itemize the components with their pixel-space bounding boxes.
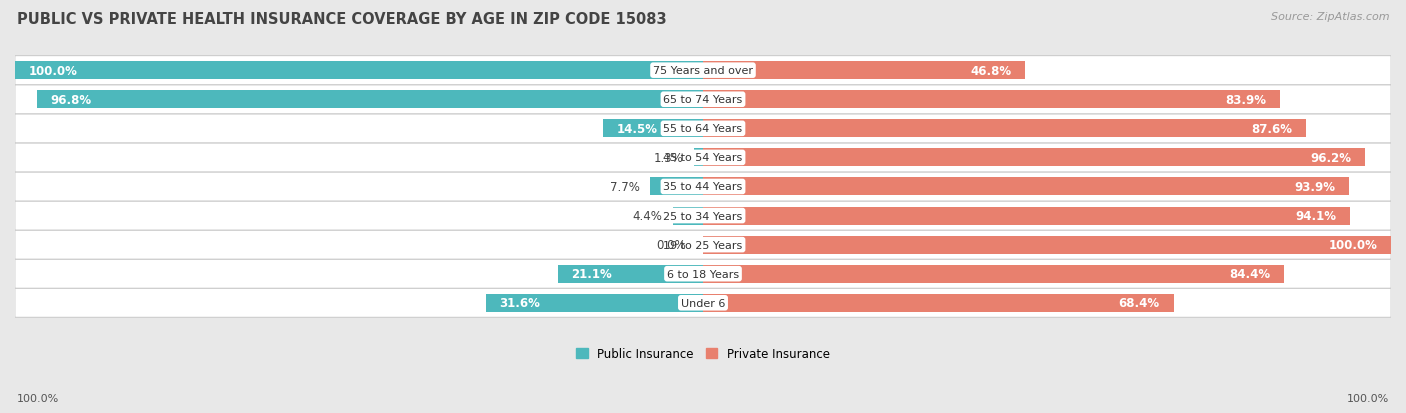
Bar xyxy=(695,149,703,167)
FancyBboxPatch shape xyxy=(15,85,1391,114)
Bar xyxy=(37,91,703,109)
Bar xyxy=(703,91,1281,109)
Text: 6 to 18 Years: 6 to 18 Years xyxy=(666,269,740,279)
Text: 46.8%: 46.8% xyxy=(970,64,1011,78)
Bar xyxy=(15,62,703,80)
Bar xyxy=(703,236,1391,254)
FancyBboxPatch shape xyxy=(15,230,1391,259)
Bar xyxy=(558,265,703,283)
Text: 100.0%: 100.0% xyxy=(28,64,77,78)
Text: 100.0%: 100.0% xyxy=(1329,239,1378,252)
Text: Source: ZipAtlas.com: Source: ZipAtlas.com xyxy=(1271,12,1389,22)
FancyBboxPatch shape xyxy=(15,114,1391,143)
FancyBboxPatch shape xyxy=(15,143,1391,173)
Bar xyxy=(485,294,703,312)
Text: 68.4%: 68.4% xyxy=(1119,297,1160,309)
Text: 0.0%: 0.0% xyxy=(657,239,686,252)
Bar xyxy=(603,120,703,138)
Text: 55 to 64 Years: 55 to 64 Years xyxy=(664,124,742,134)
Text: 21.1%: 21.1% xyxy=(572,268,613,280)
FancyBboxPatch shape xyxy=(15,173,1391,202)
Text: 96.8%: 96.8% xyxy=(51,93,91,107)
Text: 25 to 34 Years: 25 to 34 Years xyxy=(664,211,742,221)
Text: 87.6%: 87.6% xyxy=(1251,123,1292,135)
Text: 83.9%: 83.9% xyxy=(1226,93,1267,107)
Text: 4.4%: 4.4% xyxy=(633,209,662,223)
Bar xyxy=(650,178,703,196)
Text: 100.0%: 100.0% xyxy=(17,393,59,403)
Text: 7.7%: 7.7% xyxy=(610,180,640,194)
Text: 93.9%: 93.9% xyxy=(1295,180,1336,194)
Bar xyxy=(703,207,1350,225)
Text: 84.4%: 84.4% xyxy=(1229,268,1270,280)
Text: Under 6: Under 6 xyxy=(681,298,725,308)
Text: 1.3%: 1.3% xyxy=(654,152,683,164)
Text: 31.6%: 31.6% xyxy=(499,297,540,309)
Bar xyxy=(703,149,1365,167)
Text: 65 to 74 Years: 65 to 74 Years xyxy=(664,95,742,105)
Bar xyxy=(703,62,1025,80)
Text: PUBLIC VS PRIVATE HEALTH INSURANCE COVERAGE BY AGE IN ZIP CODE 15083: PUBLIC VS PRIVATE HEALTH INSURANCE COVER… xyxy=(17,12,666,27)
Text: 100.0%: 100.0% xyxy=(1347,393,1389,403)
Text: 35 to 44 Years: 35 to 44 Years xyxy=(664,182,742,192)
FancyBboxPatch shape xyxy=(15,202,1391,230)
Bar xyxy=(672,207,703,225)
Text: 19 to 25 Years: 19 to 25 Years xyxy=(664,240,742,250)
FancyBboxPatch shape xyxy=(15,289,1391,318)
Bar xyxy=(703,178,1348,196)
FancyBboxPatch shape xyxy=(15,259,1391,289)
Text: 14.5%: 14.5% xyxy=(617,123,658,135)
FancyBboxPatch shape xyxy=(15,57,1391,85)
Legend: Public Insurance, Private Insurance: Public Insurance, Private Insurance xyxy=(571,342,835,365)
Bar xyxy=(703,120,1306,138)
Bar xyxy=(703,294,1174,312)
Text: 94.1%: 94.1% xyxy=(1296,209,1337,223)
Text: 45 to 54 Years: 45 to 54 Years xyxy=(664,153,742,163)
Text: 96.2%: 96.2% xyxy=(1310,152,1351,164)
Bar xyxy=(703,265,1284,283)
Text: 75 Years and over: 75 Years and over xyxy=(652,66,754,76)
